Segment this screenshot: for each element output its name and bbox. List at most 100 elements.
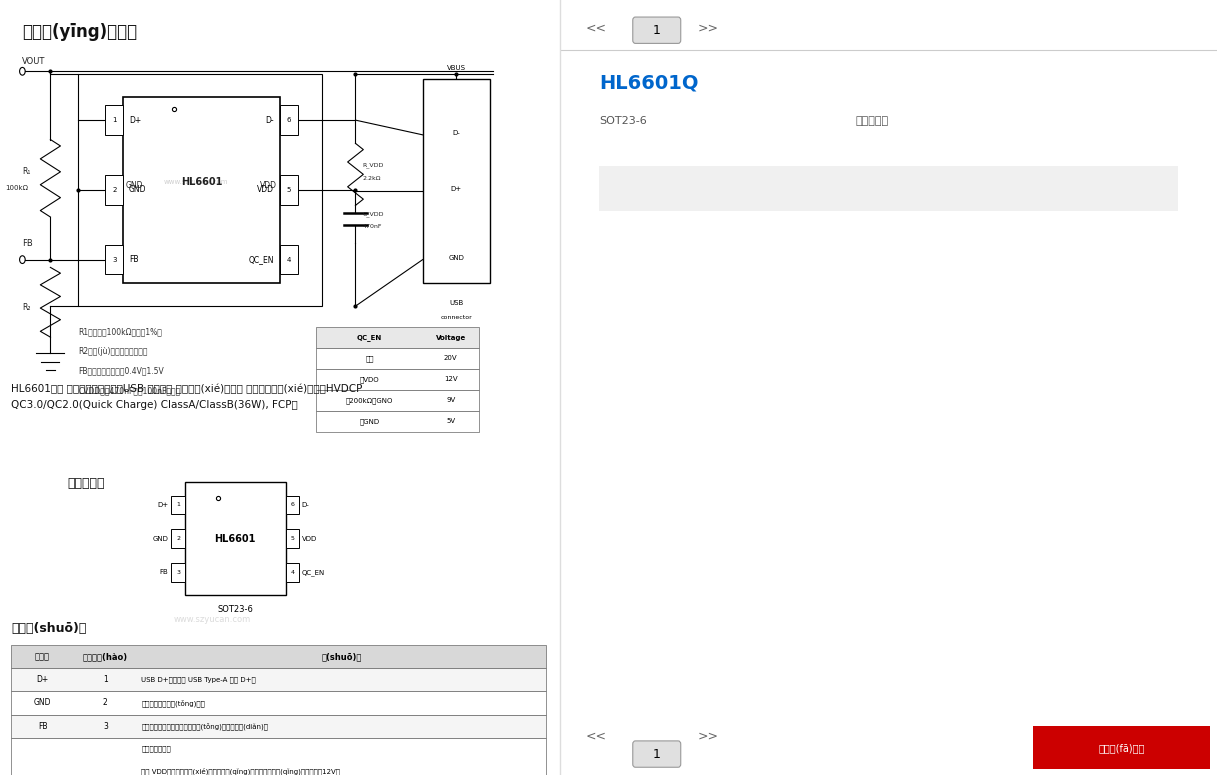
Text: 1: 1 bbox=[652, 748, 661, 760]
Bar bbox=[172, 496, 185, 515]
Bar bbox=[280, 245, 298, 274]
Text: 引腳編號(hào): 引腳編號(hào) bbox=[83, 652, 128, 661]
Text: 100kΩ: 100kΩ bbox=[6, 185, 28, 191]
Text: HL6601系列 是一款集成多種用于USB 輸出端口 的快充協(xié)議芯片 支持的多種協(xié)議包括HVDCP
QC3.0/QC2.0(Quick Ch: HL6601系列 是一款集成多種用于USB 輸出端口 的快充協(xié)議芯片 … bbox=[11, 384, 363, 410]
Text: 浮空: 浮空 bbox=[365, 355, 374, 362]
Text: 1: 1 bbox=[176, 502, 180, 508]
Text: 引腳排序圖: 引腳排序圖 bbox=[67, 477, 105, 490]
Text: USB D+，連接到 USB Type-A 口的 D+；: USB D+，連接到 USB Type-A 口的 D+； bbox=[141, 677, 256, 683]
Text: D-: D- bbox=[302, 502, 309, 508]
Text: 6: 6 bbox=[291, 502, 295, 508]
Text: CVDD推薦470nF，但100nF也支持: CVDD推薦470nF，但100nF也支持 bbox=[78, 386, 180, 395]
Bar bbox=[105, 105, 123, 135]
Bar bbox=[123, 97, 280, 283]
Text: connector: connector bbox=[441, 315, 472, 319]
Text: <<: << bbox=[587, 729, 607, 742]
Text: Voltage: Voltage bbox=[436, 335, 466, 340]
Bar bbox=[11, 715, 546, 738]
Text: 3: 3 bbox=[176, 570, 180, 575]
Bar bbox=[599, 166, 1178, 211]
Text: 最小包裝：: 最小包裝： bbox=[856, 116, 888, 126]
Text: GND: GND bbox=[448, 255, 464, 260]
Bar bbox=[316, 369, 478, 390]
Bar bbox=[286, 529, 299, 548]
Bar bbox=[185, 482, 286, 595]
Text: R₁: R₁ bbox=[22, 167, 30, 177]
Text: R_VDD: R_VDD bbox=[363, 163, 385, 168]
Text: 9V: 9V bbox=[445, 398, 455, 403]
Text: D+: D+ bbox=[129, 115, 141, 125]
Bar bbox=[316, 327, 478, 348]
Text: USB: USB bbox=[449, 300, 464, 305]
Bar bbox=[316, 411, 478, 432]
Text: GND: GND bbox=[34, 698, 51, 708]
Text: D+: D+ bbox=[37, 675, 49, 684]
Text: 電子發(fā)燒友: 電子發(fā)燒友 bbox=[1099, 743, 1145, 753]
Text: 4: 4 bbox=[290, 570, 295, 575]
Text: FB推薦的電壓范圍為0.4V到1.5V: FB推薦的電壓范圍為0.4V到1.5V bbox=[78, 367, 164, 376]
Text: SOT23-6: SOT23-6 bbox=[217, 604, 253, 614]
Text: 3: 3 bbox=[103, 722, 108, 731]
Text: 1: 1 bbox=[652, 24, 661, 36]
Text: 1: 1 bbox=[112, 117, 117, 123]
Text: 12V: 12V bbox=[444, 377, 458, 382]
Text: R1推薦值：100kΩ（精度1%）: R1推薦值：100kΩ（精度1%） bbox=[78, 328, 162, 337]
Text: VOUT: VOUT bbox=[22, 57, 46, 66]
Text: <<: << bbox=[587, 22, 607, 35]
Text: 接GND: 接GND bbox=[359, 418, 380, 425]
Bar bbox=[105, 245, 123, 274]
Text: FB: FB bbox=[159, 570, 168, 575]
Text: 4: 4 bbox=[287, 257, 291, 263]
Text: 2: 2 bbox=[112, 187, 117, 193]
Bar bbox=[280, 175, 298, 205]
Text: 6: 6 bbox=[287, 117, 291, 123]
FancyBboxPatch shape bbox=[633, 741, 680, 767]
Text: HL6601: HL6601 bbox=[181, 177, 223, 187]
Text: 快充功能控制；: 快充功能控制； bbox=[141, 746, 170, 753]
Text: 2.2kΩ: 2.2kΩ bbox=[363, 176, 381, 181]
Text: R₂: R₂ bbox=[22, 303, 30, 312]
Text: >>: >> bbox=[697, 22, 719, 35]
Bar bbox=[78, 74, 321, 306]
Text: 引腳名: 引腳名 bbox=[35, 652, 50, 661]
Text: 接200kΩ到GNO: 接200kΩ到GNO bbox=[346, 397, 393, 404]
Text: VDD: VDD bbox=[257, 185, 274, 195]
Text: 2: 2 bbox=[103, 698, 108, 708]
Text: GND: GND bbox=[127, 181, 144, 190]
Text: QC_EN: QC_EN bbox=[302, 569, 325, 576]
Text: 電壓反饋控制，連接到電源系統(tǒng)中的反饋點(diǎn)；: 電壓反饋控制，連接到電源系統(tǒng)中的反饋點(diǎn)； bbox=[141, 722, 268, 730]
Text: D-: D- bbox=[453, 130, 460, 136]
Text: QC_EN: QC_EN bbox=[357, 334, 382, 341]
Text: 接到 VDD：所有快充協(xié)議允許被請(qǐng)求，最高允許請(qǐng)求的電壓為12V；: 接到 VDD：所有快充協(xié)議允許被請(qǐng)求，最高允許請(qǐng… bbox=[141, 767, 341, 775]
Text: www.szyucan.com: www.szyucan.com bbox=[164, 180, 228, 185]
Bar bbox=[11, 691, 546, 715]
Bar bbox=[422, 79, 489, 283]
Bar bbox=[316, 348, 478, 369]
Bar bbox=[280, 105, 298, 135]
Text: 5: 5 bbox=[287, 187, 291, 193]
Text: FB: FB bbox=[38, 722, 47, 731]
Text: GND: GND bbox=[129, 185, 146, 195]
Bar bbox=[105, 175, 123, 205]
Text: 說(shuō)明: 說(shuō)明 bbox=[321, 652, 361, 661]
Text: 典型應(yīng)用電路: 典型應(yīng)用電路 bbox=[22, 23, 138, 41]
Text: HL6601Q: HL6601Q bbox=[599, 74, 699, 93]
Text: R2根據(jù)所用電源芯片取值: R2根據(jù)所用電源芯片取值 bbox=[78, 347, 148, 356]
Bar bbox=[286, 496, 299, 515]
Text: FB: FB bbox=[129, 255, 139, 264]
Text: D+: D+ bbox=[450, 187, 461, 192]
Text: VBUS: VBUS bbox=[447, 65, 466, 71]
Text: 芯片地，連接系統(tǒng)地；: 芯片地，連接系統(tǒng)地； bbox=[141, 699, 206, 707]
Text: 2: 2 bbox=[176, 536, 180, 541]
Text: 接VDO: 接VDO bbox=[360, 376, 380, 383]
Bar bbox=[172, 529, 185, 548]
Text: QC_EN: QC_EN bbox=[248, 255, 274, 264]
Text: 20V: 20V bbox=[444, 356, 458, 361]
Text: VDD: VDD bbox=[302, 536, 316, 542]
Bar bbox=[316, 390, 478, 411]
Text: >>: >> bbox=[697, 729, 719, 742]
Text: 1: 1 bbox=[103, 675, 108, 684]
Bar bbox=[1033, 726, 1211, 769]
Text: www.szyucan.com: www.szyucan.com bbox=[174, 615, 252, 625]
Bar bbox=[11, 668, 546, 691]
